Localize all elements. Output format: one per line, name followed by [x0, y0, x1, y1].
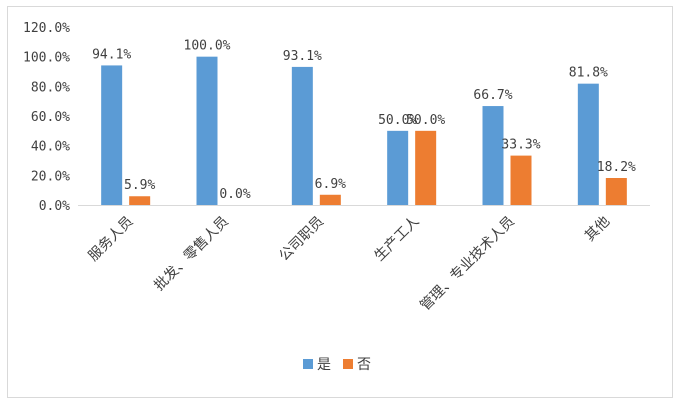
legend-label: 是	[317, 357, 331, 373]
bar-yes	[482, 106, 504, 205]
data-label: 81.8%	[569, 66, 608, 81]
legend: 是否	[303, 357, 371, 373]
bar-yes	[291, 66, 313, 205]
data-label: 33.3%	[501, 138, 540, 153]
y-tick-label: 100.0%	[23, 51, 70, 66]
bar-yes	[101, 65, 123, 205]
bar-no	[605, 178, 627, 205]
data-label: 6.9%	[315, 177, 346, 192]
x-category-label: 服务人员	[86, 214, 137, 265]
bars: 94.1% 5.9% 100.0% 0.0% 93.1% 6.9% 50.0%50.0% 66…	[92, 39, 636, 205]
x-category-label: 其他	[582, 214, 613, 245]
data-label: 0.0%	[219, 187, 250, 202]
data-label: 66.7%	[473, 88, 512, 103]
y-tick-label: 120.0%	[23, 21, 70, 36]
bar-no	[510, 155, 532, 205]
data-label: 50.0%	[406, 113, 445, 128]
x-category-label: 公司职员	[276, 214, 327, 265]
bar-yes	[577, 83, 599, 205]
legend-swatch	[303, 359, 313, 369]
y-tick-label: 80.0%	[31, 80, 70, 95]
legend-label: 否	[357, 357, 371, 373]
y-tick-label: 40.0%	[31, 140, 70, 155]
bar-yes	[387, 130, 409, 205]
data-label: 100.0%	[184, 39, 231, 54]
data-label: 18.2%	[597, 160, 636, 175]
bar-no	[129, 196, 151, 205]
bar-no	[415, 130, 437, 205]
data-label: 93.1%	[283, 49, 322, 64]
data-label: 94.1%	[92, 47, 131, 62]
y-axis: 0.0% 20.0% 40.0% 60.0% 80.0% 100.0% 120.0%	[23, 21, 70, 214]
bar-no	[319, 194, 341, 205]
legend-swatch	[343, 359, 353, 369]
y-tick-label: 60.0%	[31, 110, 70, 125]
x-category-label: 管理、专业技术人员	[417, 214, 517, 314]
data-label: 5.9%	[124, 178, 155, 193]
y-tick-label: 20.0%	[31, 169, 70, 184]
y-tick-label: 0.0%	[39, 199, 70, 214]
x-category-label: 生产工人	[372, 214, 423, 265]
bar-yes	[196, 56, 218, 205]
x-category-label: 批发、零售人员	[151, 214, 232, 295]
data-label: 50.0%	[378, 113, 417, 128]
